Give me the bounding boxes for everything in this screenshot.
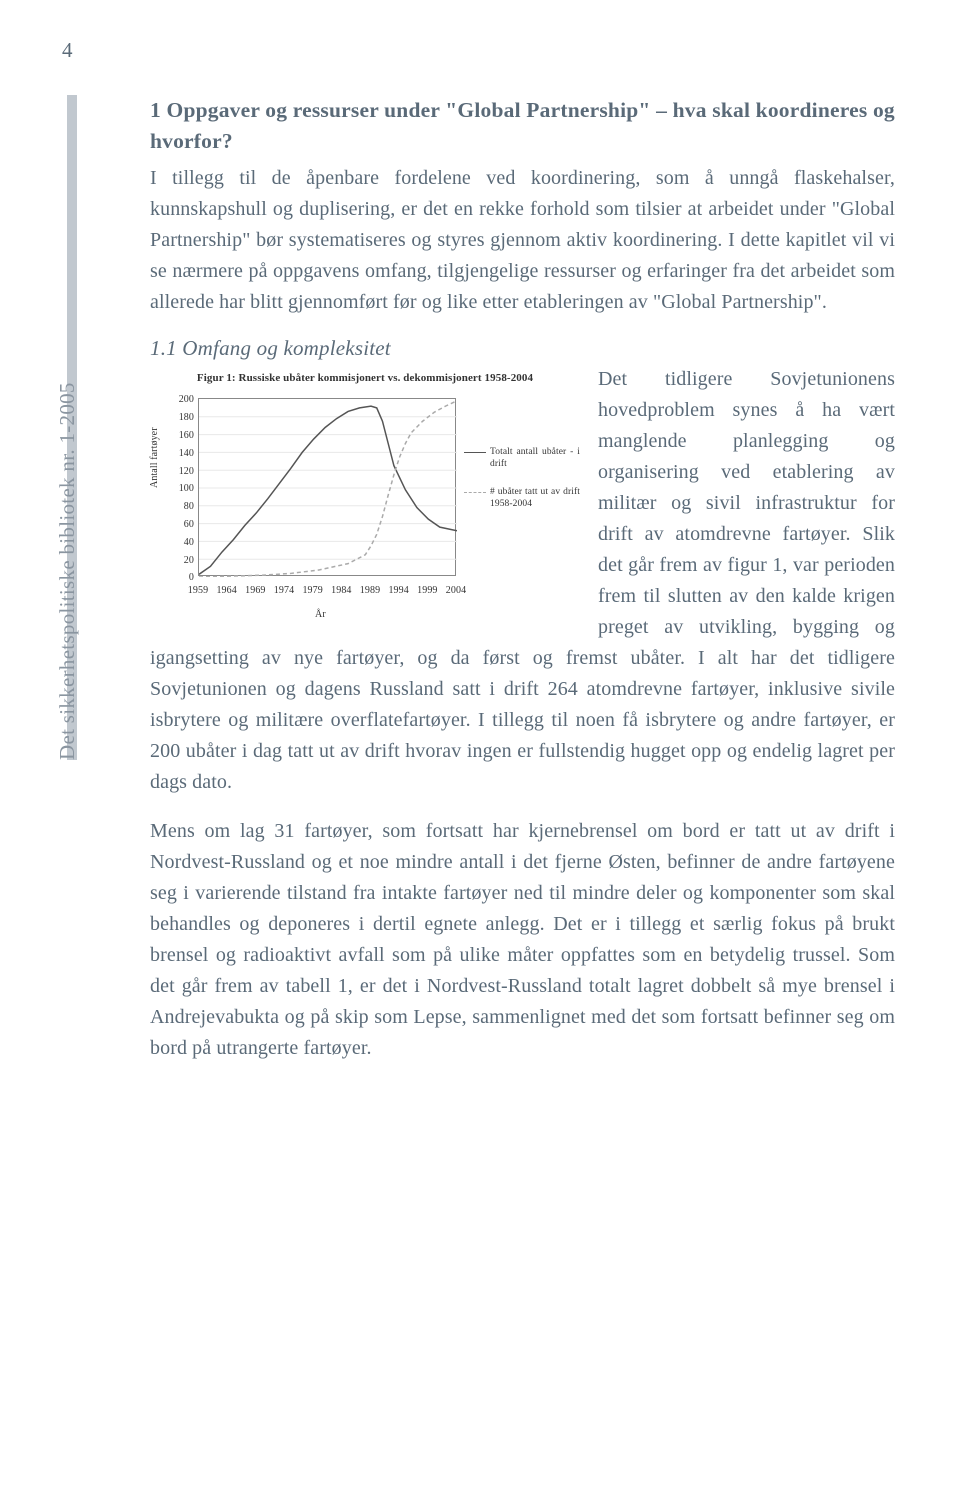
x-axis-label: År [315,607,326,623]
sidebar-publication-label: Det sikkerhetspolitiske bibliotek nr. 1-… [55,382,80,760]
plot-box [198,398,456,576]
x-tick-label: 1969 [240,583,270,599]
y-tick-label: 20 [172,553,194,569]
chart-legend: Totalt antall ubåter - i drift # ubåter … [464,447,580,527]
x-tick-label: 1974 [269,583,299,599]
figure-1-chart: Figur 1: Russiske ubåter kommisjonert vs… [150,370,580,628]
legend-item-2: # ubåter tatt ut av drift 1958-2004 [464,487,580,511]
y-tick-label: 180 [172,410,194,426]
x-tick-label: 2004 [441,583,471,599]
subsection-heading: 1.1 Omfang og kompleksitet [150,336,895,361]
x-tick-label: 1984 [326,583,356,599]
y-tick-label: 160 [172,428,194,444]
chart-svg [199,399,457,577]
section-heading: 1 Oppgaver og ressurser under "Global Pa… [150,95,895,157]
chart-plot-area: Antall fartøyer År 020406080100120140160… [150,393,580,608]
chart-title: Figur 1: Russiske ubåter kommisjonert vs… [150,370,580,387]
y-tick-label: 80 [172,499,194,515]
x-tick-label: 1999 [412,583,442,599]
legend-label-1: Totalt antall ubåter - i drift [490,447,580,469]
y-axis-label: Antall fartøyer [147,428,163,489]
y-tick-label: 200 [172,392,194,408]
paragraph-1: I tillegg til de åpenbare fordelene ved … [150,163,895,318]
y-tick-label: 140 [172,446,194,462]
legend-item-1: Totalt antall ubåter - i drift [464,447,580,471]
paragraph-3: Mens om lag 31 fartøyer, som fortsatt ha… [150,816,895,1064]
y-tick-label: 120 [172,464,194,480]
x-tick-label: 1979 [298,583,328,599]
legend-line-dashed [464,492,486,493]
x-tick-label: 1959 [183,583,213,599]
y-tick-label: 100 [172,481,194,497]
y-tick-label: 40 [172,535,194,551]
legend-line-solid [464,452,486,453]
x-tick-label: 1994 [384,583,414,599]
legend-label-2: # ubåter tatt ut av drift 1958-2004 [490,487,580,509]
main-content: 1 Oppgaver og ressurser under "Global Pa… [150,95,895,1082]
x-tick-label: 1989 [355,583,385,599]
x-tick-label: 1964 [212,583,242,599]
paragraph-2-with-chart: Figur 1: Russiske ubåter kommisjonert vs… [150,364,895,798]
y-tick-label: 60 [172,517,194,533]
page-number: 4 [62,38,73,63]
